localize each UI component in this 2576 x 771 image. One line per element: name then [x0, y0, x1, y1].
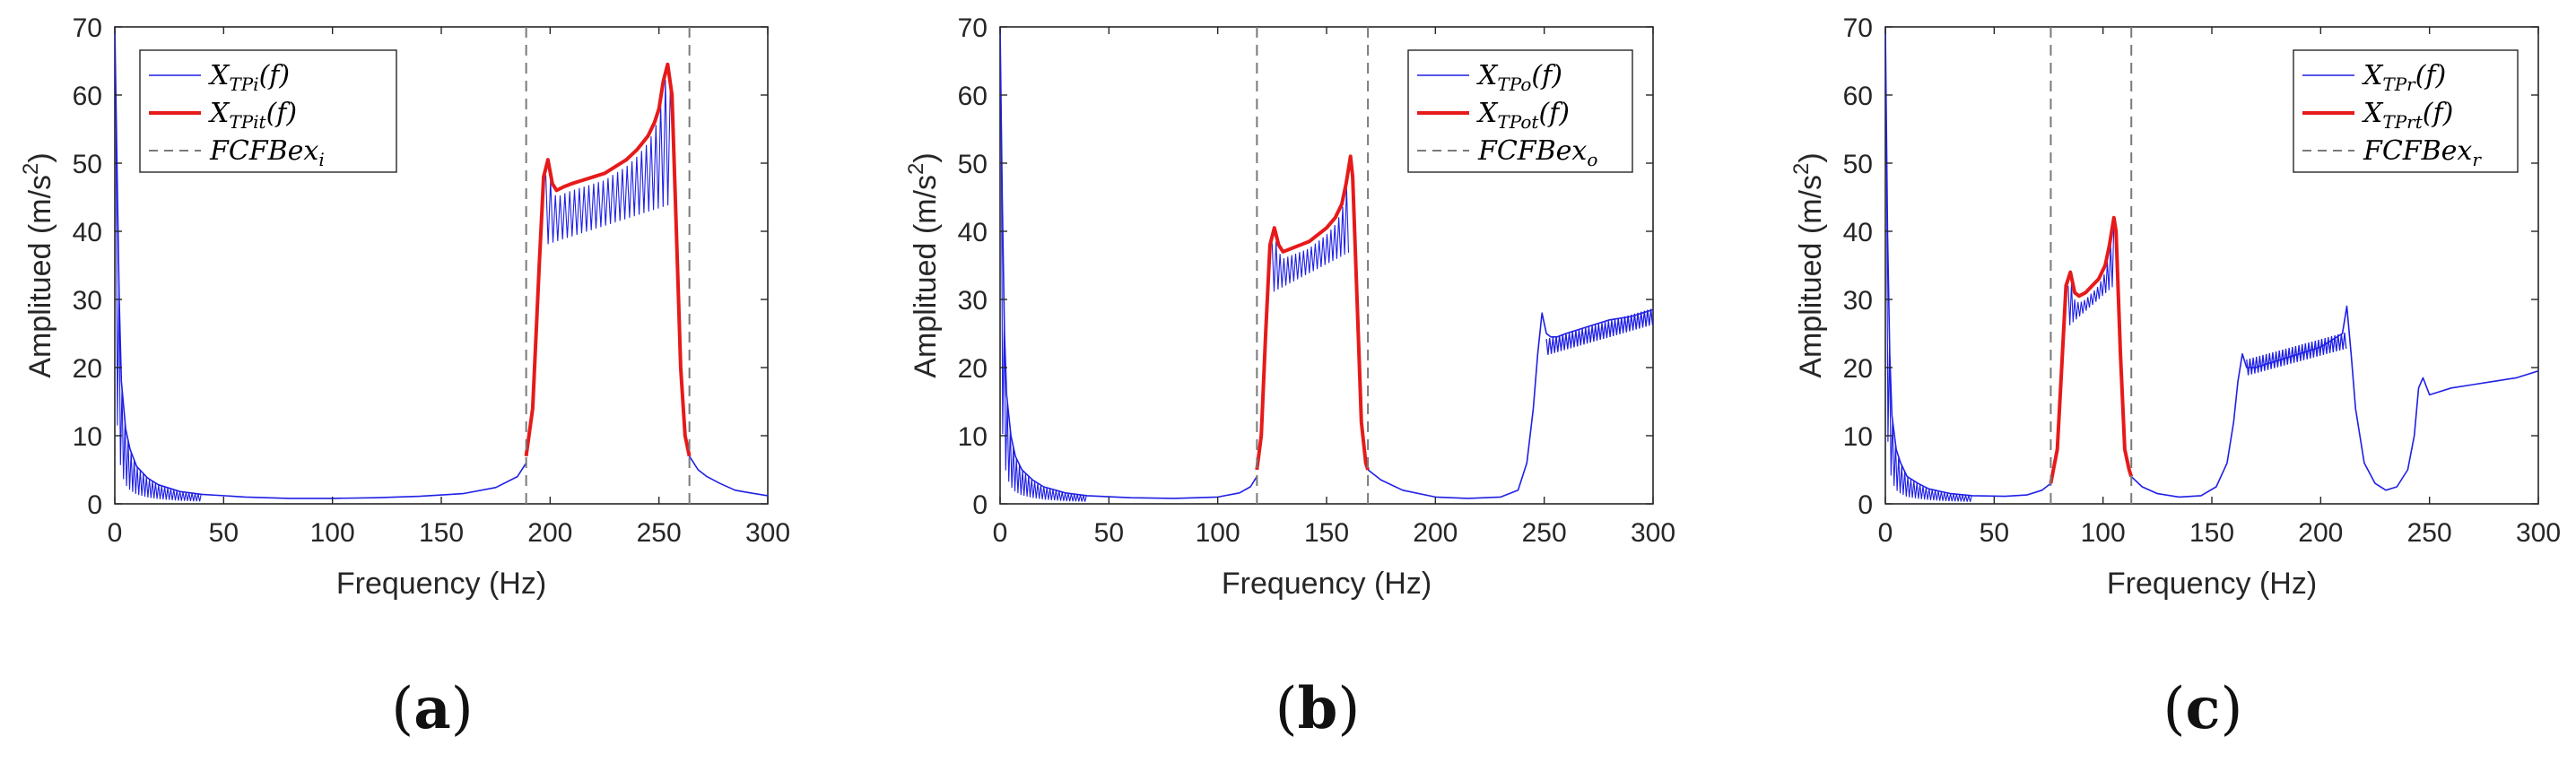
x-tick-label: 0: [993, 518, 1008, 548]
legend-entry: FCFBexo: [1477, 135, 1597, 170]
y-tick-label: 0: [972, 490, 988, 520]
x-tick-label: 200: [2298, 518, 2343, 548]
series-response-2: [2130, 305, 2538, 498]
y-tick-label: 70: [73, 13, 102, 43]
y-tick-label: 50: [1843, 150, 1873, 179]
y-axis-label: Amplitued (m/s2): [904, 152, 943, 377]
y-tick-label: 70: [1843, 13, 1873, 43]
series-response-0: [115, 27, 527, 499]
x-tick-label: 150: [1304, 518, 1349, 548]
x-tick-label: 100: [1196, 518, 1240, 548]
x-axis-label: Frequency (Hz): [336, 567, 546, 601]
x-tick-label: 250: [637, 518, 682, 548]
x-tick-label: 0: [1878, 518, 1893, 548]
x-tick-label: 100: [310, 518, 355, 548]
plot-content: [1000, 27, 1653, 504]
legend: XTPr(f)XTPrt(f)FCFBexr: [2293, 49, 2519, 173]
x-tick-label: 50: [1094, 518, 1124, 548]
legend: XTPo(f)XTPot(f)FCFBexo: [1407, 49, 1633, 173]
legend-entry: XTPot(f): [1476, 98, 1570, 133]
y-tick-label: 40: [958, 218, 988, 247]
y-tick-label: 60: [73, 82, 102, 111]
legend: XTPi(f)XTPit(f)FCFBexi: [139, 49, 397, 173]
plot-content: [1885, 27, 2538, 504]
x-tick-label: 300: [745, 518, 790, 548]
y-tick-label: 0: [87, 490, 102, 520]
y-axis-label: Amplitued (m/s2): [1789, 152, 1828, 377]
series-envelope-1: [2049, 215, 2134, 484]
panel-label: (c): [2163, 675, 2243, 742]
legend-entry: XTPit(f): [208, 98, 297, 133]
x-tick-label: 200: [527, 518, 572, 548]
x-axis-label: Frequency (Hz): [2107, 567, 2317, 601]
panel-label: (a): [391, 675, 473, 742]
x-tick-label: 150: [419, 518, 464, 548]
y-axis-label: Amplitued (m/s2): [19, 152, 57, 377]
series-ringing: [2067, 224, 2115, 325]
x-tick-label: 250: [2407, 518, 2452, 548]
x-tick-label: 250: [1522, 518, 1567, 548]
chart-panel-c: 0 50 100 150 200 250 300 0 10 20 30 40 50 60 70 Frequen…: [1789, 13, 2561, 742]
legend-entry: XTPi(f): [208, 60, 290, 95]
y-tick-label: 50: [73, 150, 102, 179]
legend-entry: XTPr(f): [2362, 60, 2446, 95]
x-tick-label: 150: [2189, 518, 2234, 548]
x-tick-label: 100: [2081, 518, 2126, 548]
y-tick-label: 20: [73, 354, 102, 384]
legend-entry: XTPo(f): [1476, 60, 1562, 95]
x-tick-label: 0: [108, 518, 123, 548]
series-response-0: [1000, 27, 1258, 499]
chart-panel-a: 0 50 100 150 200 250 300 0 10 20 30 40 50 60 70 Frequen…: [19, 13, 790, 742]
y-tick-label: 10: [73, 422, 102, 452]
y-tick-label: 10: [958, 422, 988, 452]
series-response-2: [688, 455, 768, 497]
series-ringing: [1271, 187, 1350, 292]
plot-content: [115, 27, 768, 504]
y-tick-label: 0: [1858, 490, 1873, 520]
panel-label: (b): [1275, 675, 1361, 742]
y-tick-label: 40: [1843, 218, 1873, 247]
y-tick-label: 20: [958, 354, 988, 384]
y-tick-label: 40: [73, 218, 102, 247]
x-tick-label: 300: [2516, 518, 2561, 548]
series-envelope-1: [1255, 154, 1371, 471]
y-tick-label: 30: [1843, 286, 1873, 316]
y-tick-label: 10: [1843, 422, 1873, 452]
y-tick-label: 30: [958, 286, 988, 316]
legend-entry: FCFBexr: [2363, 135, 2482, 170]
legend-entry: FCFBexi: [209, 135, 325, 170]
y-tick-label: 60: [1843, 82, 1873, 111]
y-tick-label: 50: [958, 150, 988, 179]
y-tick-label: 60: [958, 82, 988, 111]
chart-panel-b: 0 50 100 150 200 250 300 0 10 20 30 40 50 60 70 Frequen…: [904, 13, 1675, 742]
y-tick-label: 20: [1843, 354, 1873, 384]
x-axis-label: Frequency (Hz): [1222, 567, 1432, 601]
x-tick-label: 50: [209, 518, 239, 548]
series-response-0: [1885, 27, 2051, 498]
series-ringing: [544, 79, 671, 245]
series-envelope-1: [524, 62, 692, 457]
x-tick-label: 300: [1631, 518, 1675, 548]
series-ringing-tail: [1545, 308, 1653, 355]
y-tick-label: 70: [958, 13, 988, 43]
y-tick-label: 30: [73, 286, 102, 316]
x-tick-label: 200: [1413, 518, 1458, 548]
legend-entry: XTPrt(f): [2362, 98, 2453, 133]
x-tick-label: 50: [1980, 518, 2009, 548]
